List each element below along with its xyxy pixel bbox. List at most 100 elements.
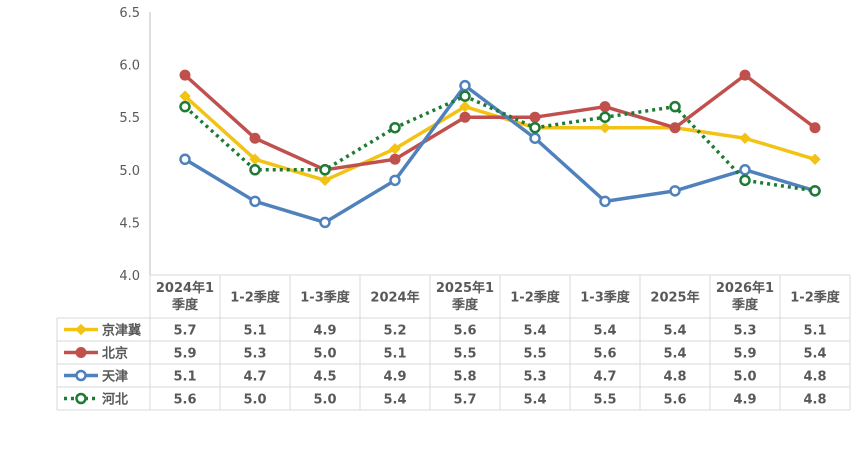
x-category-label-line: 1-2季度 bbox=[230, 290, 280, 306]
x-category-label-line: 1-3季度 bbox=[580, 290, 630, 306]
data-label: 5.5 bbox=[453, 347, 476, 362]
data-label: 5.3 bbox=[523, 370, 546, 385]
data-label: 5.4 bbox=[523, 393, 546, 408]
data-label: 5.4 bbox=[593, 324, 616, 339]
data-label: 5.6 bbox=[453, 324, 476, 339]
data-point bbox=[739, 132, 751, 144]
data-label: 4.9 bbox=[733, 393, 756, 408]
data-point bbox=[179, 153, 191, 166]
data-point bbox=[319, 164, 331, 176]
data-label: 5.1 bbox=[383, 347, 406, 362]
y-tick-label: 5.5 bbox=[119, 111, 140, 126]
data-label: 5.1 bbox=[173, 370, 196, 385]
data-label: 5.0 bbox=[733, 370, 756, 385]
x-category-label: 1-2季度 bbox=[790, 290, 840, 306]
data-point bbox=[319, 174, 331, 187]
x-category-label-line: 季度 bbox=[731, 297, 759, 313]
data-point bbox=[459, 100, 471, 113]
x-category-label: 2025年 bbox=[650, 290, 699, 306]
data-label: 4.9 bbox=[313, 324, 336, 339]
legend-key bbox=[64, 369, 98, 382]
data-label: 5.8 bbox=[453, 370, 476, 385]
data-point bbox=[249, 164, 261, 176]
x-category-label-line: 2024年1 bbox=[156, 280, 214, 296]
x-category-label-line: 季度 bbox=[451, 297, 479, 313]
x-category-label-line: 2025年 bbox=[650, 290, 699, 306]
x-category-label-line: 2024年 bbox=[370, 290, 419, 306]
y-axis: 4.0 4.5 5.0 5.5 6.0 6.5 bbox=[119, 6, 151, 284]
data-label: 5.4 bbox=[523, 324, 546, 339]
data-label: 4.7 bbox=[243, 370, 266, 385]
legend-key-marker bbox=[75, 392, 87, 405]
x-category-label-line: 1-2季度 bbox=[790, 290, 840, 306]
x-category-label-line: 1-3季度 bbox=[300, 290, 350, 306]
data-label: 5.0 bbox=[243, 393, 266, 408]
series-2 bbox=[179, 79, 821, 229]
y-tick-label: 5.0 bbox=[119, 164, 140, 179]
legend-entry-label: 北京 bbox=[102, 346, 128, 362]
data-label: 4.5 bbox=[313, 370, 336, 385]
x-category-label-line: 2026年1 bbox=[716, 280, 774, 296]
legend-entry-label: 天津 bbox=[102, 369, 128, 385]
legend-key-marker bbox=[75, 369, 87, 382]
data-point bbox=[459, 111, 471, 123]
x-category-label: 1-2季度 bbox=[510, 290, 560, 306]
series-0 bbox=[179, 90, 821, 187]
y-tick-label: 4.5 bbox=[119, 216, 140, 231]
data-label: 5.7 bbox=[453, 393, 476, 408]
x-category-label: 1-3季度 bbox=[300, 290, 350, 306]
data-point bbox=[739, 164, 751, 176]
data-point bbox=[599, 122, 611, 134]
data-label: 5.5 bbox=[523, 347, 546, 362]
data-point bbox=[739, 69, 751, 81]
data-point bbox=[249, 195, 261, 208]
data-label: 5.9 bbox=[173, 347, 196, 362]
legend-key bbox=[64, 323, 98, 336]
legend-key bbox=[64, 392, 98, 405]
data-point bbox=[319, 216, 331, 229]
data-label: 5.0 bbox=[313, 347, 336, 362]
data-label: 4.7 bbox=[593, 370, 616, 385]
y-tick-label: 6.5 bbox=[119, 6, 140, 21]
x-category-label: 2024年 bbox=[370, 290, 419, 306]
data-label: 4.9 bbox=[383, 370, 406, 385]
data-label: 5.3 bbox=[733, 324, 756, 339]
data-point bbox=[459, 90, 471, 102]
data-point bbox=[389, 153, 401, 165]
legend-key-marker bbox=[75, 347, 87, 358]
data-label: 4.8 bbox=[663, 370, 686, 385]
data-point bbox=[389, 121, 401, 134]
data-label: 4.8 bbox=[803, 393, 826, 408]
data-point bbox=[739, 174, 751, 187]
legend-key-marker bbox=[75, 323, 87, 336]
data-point bbox=[809, 185, 821, 197]
data-label: 5.1 bbox=[243, 324, 266, 339]
data-point bbox=[599, 195, 611, 208]
series-3 bbox=[179, 90, 821, 197]
plot-area bbox=[179, 69, 821, 229]
legend-entry-label: 河北 bbox=[102, 392, 128, 408]
data-point bbox=[529, 132, 541, 144]
data-point bbox=[179, 100, 191, 113]
data-label: 5.2 bbox=[383, 324, 406, 339]
x-category-label-line: 季度 bbox=[171, 297, 199, 313]
data-label: 5.1 bbox=[803, 324, 826, 339]
data-point bbox=[809, 122, 821, 134]
data-point bbox=[529, 111, 541, 123]
y-tick-label: 6.0 bbox=[119, 59, 140, 74]
data-label: 5.9 bbox=[733, 347, 756, 362]
data-label: 5.6 bbox=[593, 347, 616, 362]
x-category-label: 1-2季度 bbox=[230, 290, 280, 306]
data-label: 5.5 bbox=[593, 393, 616, 408]
data-label: 4.8 bbox=[803, 370, 826, 385]
x-category-label-line: 1-2季度 bbox=[510, 290, 560, 306]
x-category-label: 1-3季度 bbox=[580, 290, 630, 306]
data-point bbox=[179, 69, 191, 81]
data-label: 5.4 bbox=[663, 324, 686, 339]
data-point bbox=[599, 101, 611, 113]
data-point bbox=[669, 185, 681, 197]
data-point bbox=[389, 143, 401, 155]
